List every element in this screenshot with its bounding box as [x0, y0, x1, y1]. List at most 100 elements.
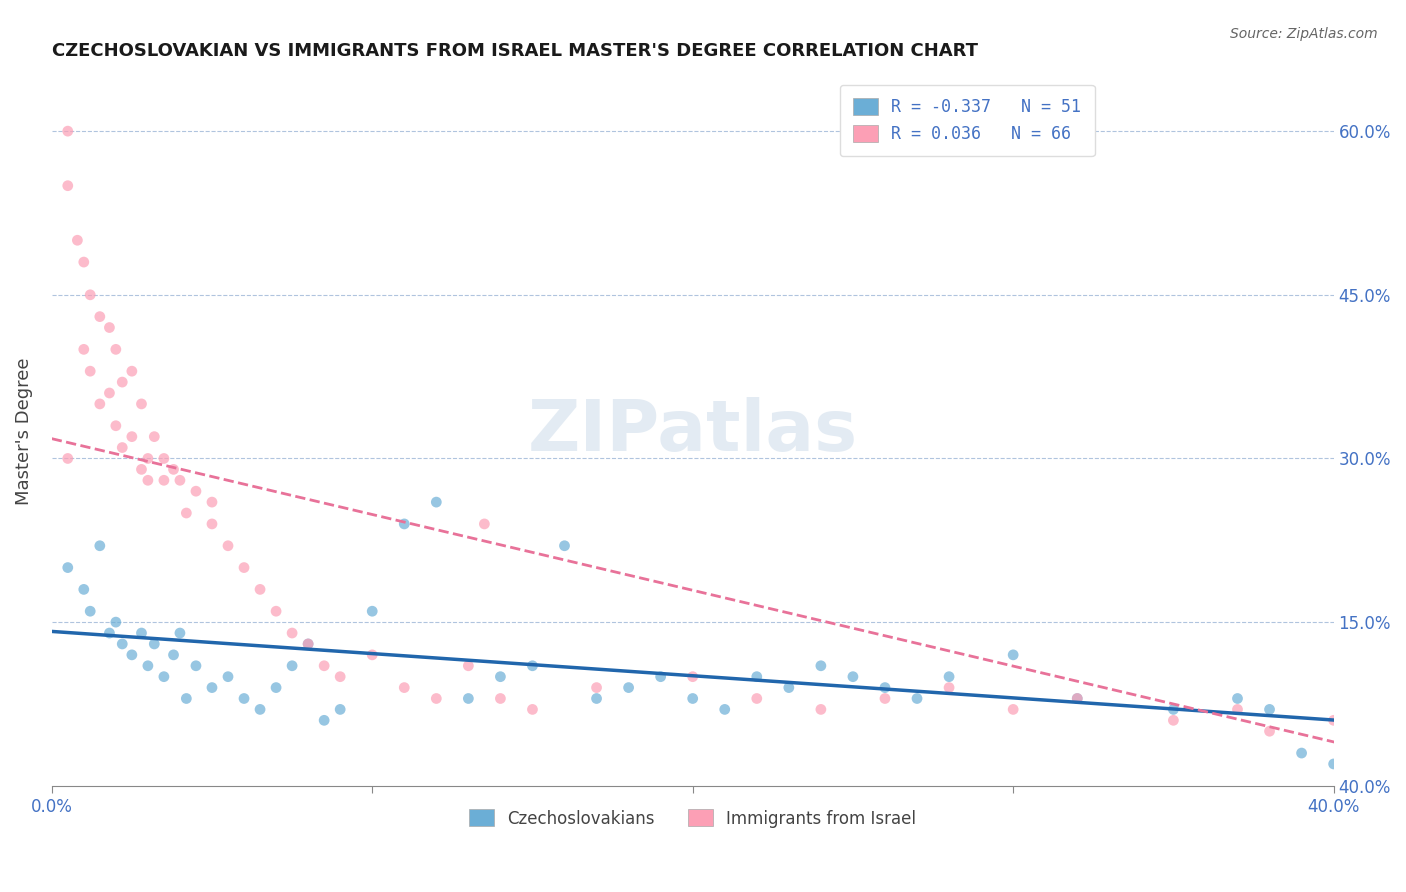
Point — [1386, 724, 1406, 739]
Point — [1258, 724, 1281, 739]
Point — [56, 124, 79, 138]
Point — [281, 626, 304, 640]
Point — [489, 670, 512, 684]
Point — [184, 484, 207, 499]
Point — [1291, 746, 1313, 760]
Point — [474, 516, 496, 531]
Point — [111, 637, 134, 651]
Point — [297, 637, 319, 651]
Point — [314, 658, 336, 673]
Point — [136, 658, 159, 673]
Text: ZIPatlas: ZIPatlas — [527, 397, 858, 466]
Point — [73, 582, 96, 597]
Point — [79, 604, 101, 618]
Point — [217, 539, 239, 553]
Point — [361, 604, 384, 618]
Point — [713, 702, 735, 716]
Point — [1066, 691, 1088, 706]
Point — [89, 397, 111, 411]
Point — [682, 670, 704, 684]
Point — [73, 343, 96, 357]
Point — [143, 637, 166, 651]
Point — [264, 681, 287, 695]
Point — [98, 386, 121, 401]
Point — [425, 495, 447, 509]
Point — [1226, 691, 1249, 706]
Point — [329, 702, 352, 716]
Point — [98, 320, 121, 334]
Point — [131, 626, 153, 640]
Point — [394, 516, 416, 531]
Point — [489, 691, 512, 706]
Point — [553, 539, 575, 553]
Point — [1163, 714, 1185, 728]
Point — [1066, 691, 1088, 706]
Point — [162, 648, 184, 662]
Point — [56, 560, 79, 574]
Point — [143, 430, 166, 444]
Point — [281, 658, 304, 673]
Point — [297, 637, 319, 651]
Point — [1163, 702, 1185, 716]
Point — [131, 397, 153, 411]
Point — [457, 658, 479, 673]
Point — [111, 375, 134, 389]
Text: CZECHOSLOVAKIAN VS IMMIGRANTS FROM ISRAEL MASTER'S DEGREE CORRELATION CHART: CZECHOSLOVAKIAN VS IMMIGRANTS FROM ISRAE… — [52, 42, 977, 60]
Point — [682, 691, 704, 706]
Point — [201, 681, 224, 695]
Point — [522, 702, 544, 716]
Point — [121, 430, 143, 444]
Point — [1323, 714, 1346, 728]
Point — [79, 288, 101, 302]
Point — [585, 691, 607, 706]
Point — [121, 364, 143, 378]
Point — [104, 418, 127, 433]
Point — [201, 516, 224, 531]
Point — [98, 626, 121, 640]
Point — [79, 364, 101, 378]
Point — [249, 702, 271, 716]
Point — [104, 343, 127, 357]
Point — [457, 691, 479, 706]
Point — [73, 255, 96, 269]
Point — [111, 441, 134, 455]
Point — [873, 691, 896, 706]
Point — [329, 670, 352, 684]
Point — [617, 681, 640, 695]
Point — [314, 714, 336, 728]
Point — [56, 451, 79, 466]
Point — [249, 582, 271, 597]
Point — [233, 560, 256, 574]
Point — [585, 681, 607, 695]
Point — [201, 495, 224, 509]
Point — [905, 691, 928, 706]
Point — [153, 473, 176, 487]
Point — [153, 451, 176, 466]
Point — [121, 648, 143, 662]
Point — [1002, 648, 1025, 662]
Point — [89, 310, 111, 324]
Point — [264, 604, 287, 618]
Text: Source: ZipAtlas.com: Source: ZipAtlas.com — [1230, 27, 1378, 41]
Point — [1002, 702, 1025, 716]
Point — [169, 626, 191, 640]
Legend: Czechoslovakians, Immigrants from Israel: Czechoslovakians, Immigrants from Israel — [463, 803, 924, 834]
Point — [153, 670, 176, 684]
Point — [873, 681, 896, 695]
Point — [650, 670, 672, 684]
Point — [938, 681, 960, 695]
Point — [184, 658, 207, 673]
Point — [810, 702, 832, 716]
Point — [1258, 702, 1281, 716]
Point — [104, 615, 127, 629]
Point — [217, 670, 239, 684]
Point — [169, 473, 191, 487]
Point — [1226, 702, 1249, 716]
Point — [425, 691, 447, 706]
Point — [938, 670, 960, 684]
Point — [89, 539, 111, 553]
Point — [136, 473, 159, 487]
Point — [361, 648, 384, 662]
Point — [810, 658, 832, 673]
Point — [176, 691, 198, 706]
